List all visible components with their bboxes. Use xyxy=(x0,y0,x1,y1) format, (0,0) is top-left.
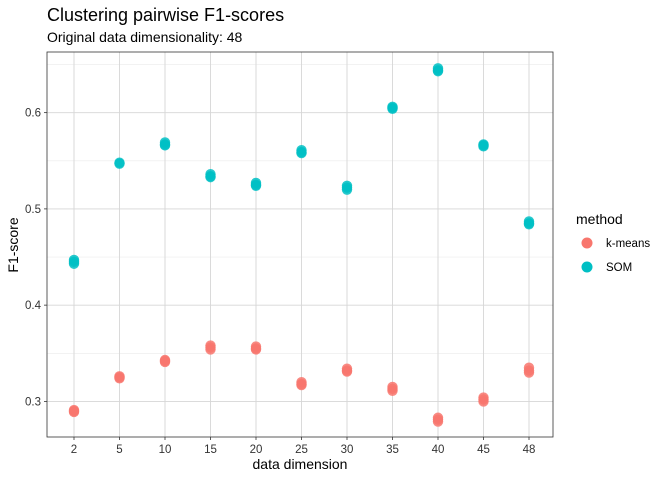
x-tick-label: 45 xyxy=(477,444,490,456)
axis-ticks: 0.30.40.50.62 5 10 15 20 25 30 35 40 45 48 xyxy=(25,108,535,456)
series-som xyxy=(68,63,535,269)
data-point xyxy=(250,179,262,191)
data-point xyxy=(478,394,489,405)
data-point xyxy=(205,342,216,353)
x-tick-label: 2 xyxy=(71,444,77,456)
series-k-means xyxy=(68,340,535,427)
data-point xyxy=(205,170,216,182)
legend-title: method xyxy=(576,211,623,227)
legend-label: k-means xyxy=(606,238,650,250)
data-point xyxy=(341,182,353,193)
chart-title: Clustering pairwise F1-scores xyxy=(47,5,284,25)
data-point xyxy=(478,140,489,151)
x-axis-title: data dimension xyxy=(253,456,348,472)
x-tick-label: 10 xyxy=(159,444,172,456)
x-tick-label: 48 xyxy=(523,444,536,456)
x-tick-label: 20 xyxy=(250,444,263,456)
data-point xyxy=(387,102,398,114)
x-tick-label: 30 xyxy=(341,444,354,456)
data-point xyxy=(250,343,262,354)
y-tick-label: 0.6 xyxy=(25,108,41,120)
data-point xyxy=(341,365,353,376)
data-point xyxy=(159,355,171,367)
x-tick-label: 5 xyxy=(116,444,122,456)
x-tick-label: 15 xyxy=(204,444,217,456)
y-axis-title: F1-score xyxy=(5,217,21,272)
data-point xyxy=(523,218,535,229)
x-tick-label: 35 xyxy=(386,444,399,456)
data-point xyxy=(432,65,444,76)
legend: method k-means SOM xyxy=(576,211,650,274)
data-point xyxy=(68,256,80,268)
legend-label: SOM xyxy=(606,262,632,274)
data-point xyxy=(296,146,307,158)
data-point xyxy=(159,139,171,150)
x-tick-label: 40 xyxy=(432,444,445,456)
plot-panel-border xyxy=(46,51,554,438)
chart-subtitle: Original data dimensionality: 48 xyxy=(47,29,243,45)
legend-items: k-means SOM xyxy=(581,237,650,274)
x-tick-label: 25 xyxy=(295,444,308,456)
data-point xyxy=(68,405,80,417)
data-point xyxy=(296,378,307,390)
data-point xyxy=(387,383,398,395)
legend-key xyxy=(581,261,593,273)
data-point xyxy=(114,157,125,168)
data-point xyxy=(432,414,444,425)
data-points xyxy=(68,63,535,427)
plot-gridlines xyxy=(47,52,553,437)
legend-key xyxy=(581,237,593,249)
data-point xyxy=(114,372,125,383)
data-point xyxy=(523,365,535,376)
y-tick-label: 0.5 xyxy=(25,204,41,216)
y-tick-label: 0.4 xyxy=(25,300,42,312)
y-tick-label: 0.3 xyxy=(25,396,41,408)
